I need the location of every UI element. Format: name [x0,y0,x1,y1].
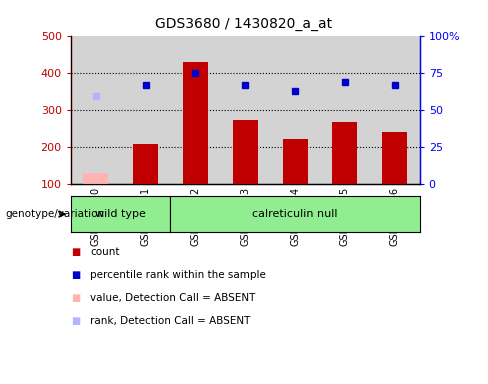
Bar [170,36,220,184]
Bar [370,36,420,184]
Text: GDS3680 / 1430820_a_at: GDS3680 / 1430820_a_at [156,17,332,31]
Text: value, Detection Call = ABSENT: value, Detection Call = ABSENT [90,293,256,303]
Bar [270,36,320,184]
Bar [183,62,208,184]
Bar [133,144,158,184]
Bar [320,36,370,184]
Text: ■: ■ [71,316,80,326]
Text: wild type: wild type [95,209,146,219]
Bar [220,36,270,184]
Bar [121,36,170,184]
Text: percentile rank within the sample: percentile rank within the sample [90,270,266,280]
Text: ■: ■ [71,293,80,303]
Bar [332,122,357,184]
Bar [382,132,407,184]
Bar [283,139,307,184]
Text: ■: ■ [71,247,80,257]
Bar [83,173,108,184]
Bar [71,36,121,184]
Text: calreticulin null: calreticulin null [252,209,338,219]
Text: genotype/variation: genotype/variation [5,209,104,219]
Bar [233,120,258,184]
Text: count: count [90,247,120,257]
Text: ■: ■ [71,270,80,280]
Text: rank, Detection Call = ABSENT: rank, Detection Call = ABSENT [90,316,251,326]
